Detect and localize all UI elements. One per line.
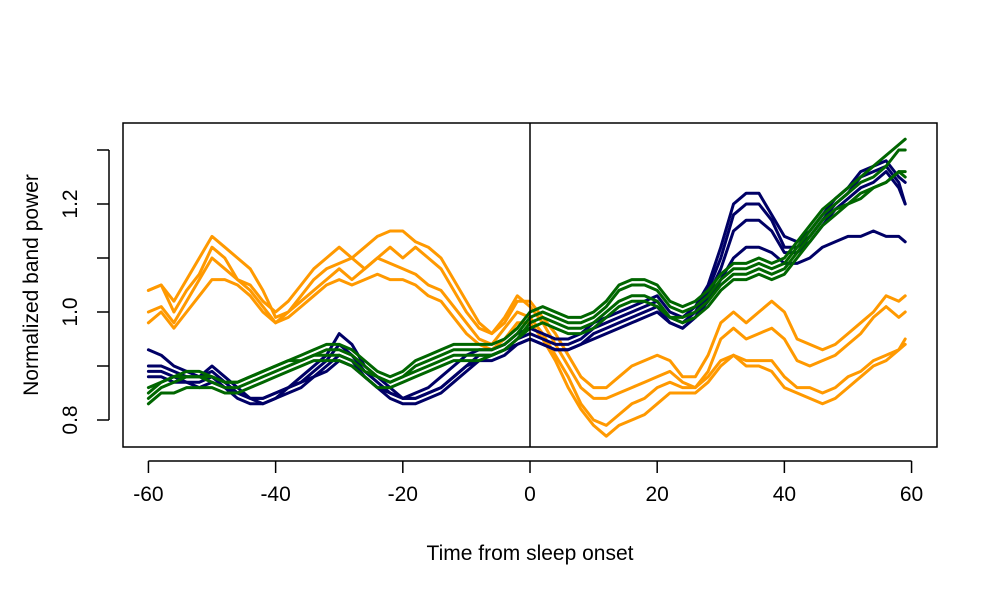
x-axis-label: Time from sleep onset — [427, 542, 634, 565]
y-tick-label: 1.0 — [59, 297, 82, 326]
x-tick-label: 40 — [773, 483, 796, 506]
series-line-green-9 — [146, 148, 907, 400]
x-tick-label: -60 — [133, 483, 163, 506]
x-tick-label: -40 — [260, 483, 290, 506]
x-axis: -60 -40 -20 0 20 40 60 — [133, 460, 923, 506]
y-axis: 0.8 1.0 1.2 — [59, 149, 110, 435]
series-line-navy-6 — [146, 164, 907, 400]
series-line-navy-5 — [146, 159, 907, 406]
x-tick-label: 0 — [524, 483, 536, 506]
y-tick-label: 0.8 — [59, 405, 82, 434]
x-tick-label: -20 — [388, 483, 418, 506]
x-tick-label: 20 — [646, 483, 669, 506]
series-line-green-11 — [146, 170, 907, 390]
plot-frame — [122, 122, 938, 448]
x-tick-label: 60 — [900, 483, 923, 506]
series-layer — [146, 137, 907, 438]
y-tick-label: 1.2 — [59, 189, 82, 218]
y-axis-label: Normalized band power — [20, 174, 43, 396]
